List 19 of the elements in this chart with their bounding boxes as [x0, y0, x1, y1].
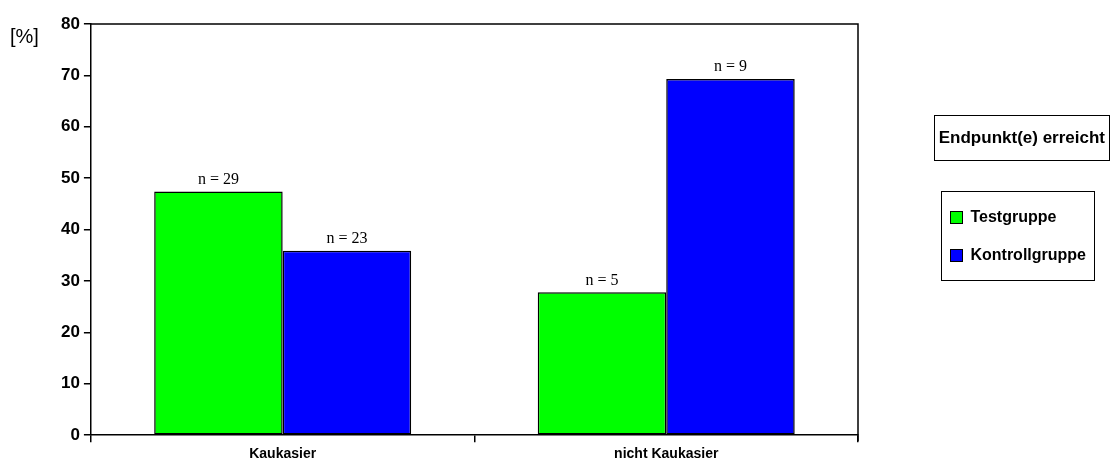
x-tick-label: nicht Kaukasier: [614, 445, 719, 462]
y-tick-label: 70: [60, 65, 80, 85]
annotation: n = 23: [326, 228, 368, 246]
y-tick-label: 30: [60, 270, 80, 290]
y-tick-label: 50: [60, 167, 80, 187]
y-tick-label: 40: [60, 219, 80, 239]
annotation: n = 29: [197, 169, 239, 187]
y-tick-label: 0: [70, 424, 80, 444]
annotation: n = 5: [585, 270, 619, 288]
y-axis-title: [%]: [10, 24, 39, 47]
y-tick-label: 80: [60, 13, 80, 33]
legend-label: Testgruppe: [970, 208, 1057, 226]
x-tick-label: Kaukasier: [249, 445, 317, 462]
y-tick-label: 10: [60, 373, 80, 393]
legend-title: Endpunkt(e) erreicht: [933, 115, 1110, 161]
legend-label: Kontrollgruppe: [970, 246, 1086, 264]
y-tick-label: 20: [60, 322, 80, 342]
annotation: n = 9: [713, 57, 747, 75]
y-tick-label: 60: [60, 116, 80, 136]
